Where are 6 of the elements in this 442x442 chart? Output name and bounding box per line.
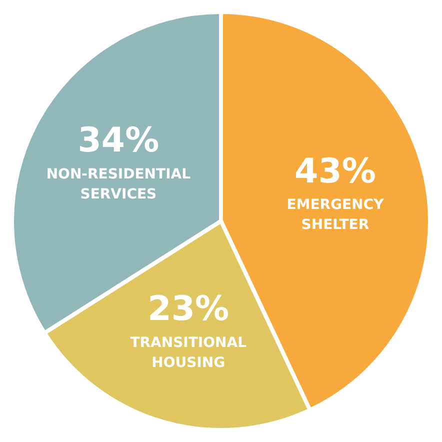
data-label: 43% [294,151,376,192]
slice-label: TRANSITIONAL HOUSING [130,335,247,372]
data-label: 23% [148,289,230,330]
slice-label: EMERGENCY SHELTER [286,197,385,234]
slice-label: NON-RESIDENTIAL SERVICES [46,166,191,202]
data-label: 34% [78,120,160,160]
